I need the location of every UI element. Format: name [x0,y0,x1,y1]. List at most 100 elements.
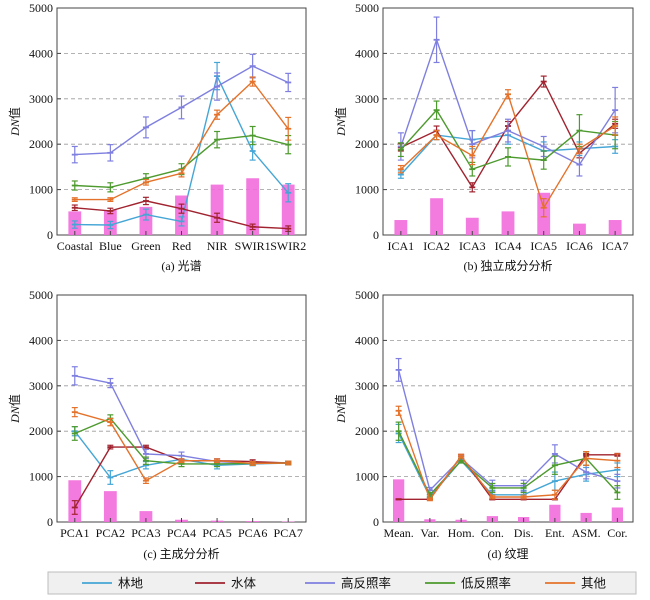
series-other [71,406,292,485]
bar [611,507,623,522]
y-tick-label: 5000 [29,288,53,302]
x-tick-label: Con. [481,526,504,540]
x-tick-label: PCA2 [96,526,125,540]
x-tick-label: ICA6 [566,239,593,253]
y-tick-label: 1000 [29,470,53,484]
series-line [397,430,618,497]
x-tick-label: Green [131,239,160,253]
bar [580,512,592,522]
y-tick-label: 1000 [29,183,53,197]
x-tick-label: ICA1 [388,239,415,253]
legend-box [47,571,637,595]
plot-frame [56,294,307,523]
y-tick-label: 4000 [29,333,53,347]
y-tick-label: 2000 [355,137,379,151]
y-tick-label: 3000 [355,379,379,393]
series-line [397,410,618,501]
x-tick-label: ICA3 [459,239,486,253]
series-other [395,405,621,502]
chart-caption: (d) 纹理 [488,547,529,561]
bar [608,220,622,235]
x-tick-label: Coastal [57,239,94,253]
legend-item-high: 高反照率 [305,576,391,591]
x-tick-label: PCA3 [131,526,160,540]
y-tick-label: 5000 [29,1,53,15]
bar [210,184,224,235]
y-axis-label: DN值 [333,107,348,137]
bar [246,178,260,235]
y-tick-label: 2000 [29,137,53,151]
series-other [71,76,292,203]
x-tick-label: ICA4 [495,239,522,253]
y-axis-label: DN值 [7,394,22,424]
x-tick-label: Hom. [448,526,475,540]
x-tick-label: SWIR1 [235,239,271,253]
bar [501,211,515,235]
x-tick-label: SWIR2 [270,239,306,253]
bar [394,220,408,235]
y-tick-label: 5000 [355,1,379,15]
bar [175,195,188,235]
bar [549,504,561,522]
bar [139,206,153,235]
y-tick-label: 1000 [355,470,379,484]
y-tick-label: 3000 [29,92,53,106]
legend-label: 低反照率 [461,576,511,591]
legend-label: 水体 [231,577,257,591]
legend-item-forest: 林地 [82,577,144,591]
chart-caption: (c) 主成分分析 [143,547,219,561]
x-tick-label: PCA5 [202,526,231,540]
y-tick-label: 0 [373,228,379,242]
chart-caption: (b) 独立成分分析 [464,258,553,273]
y-tick-label: 3000 [355,92,379,106]
legend-item-water: 水体 [195,577,257,591]
y-axis-label: DN值 [7,107,22,137]
y-tick-label: 4000 [355,333,379,347]
series-line [397,369,618,492]
legend-item-other: 其他 [545,577,607,591]
legend: 林地 水体 高反照率 低反照率 其他 [47,571,637,595]
y-tick-label: 0 [373,515,379,529]
x-tick-label: Blue [99,239,122,253]
chart-panel-4: 0 1000 2000 3000 4000 5000 DN值 Mean. Var. Hom. Con… [333,288,634,561]
y-tick-label: 4000 [355,46,379,60]
chart-panel-1: 0 1000 2000 3000 4000 5000 DN值 Coastal Blue Green… [7,1,307,273]
x-tick-label: Ent. [545,526,565,540]
bar [393,479,405,522]
bar [103,491,117,522]
x-tick-label: PCA1 [60,526,89,540]
legend-item-low: 低反照率 [425,576,511,591]
x-tick-label: Red [172,239,191,253]
panels: 0 1000 2000 3000 4000 5000 DN值 Coastal Blue Green… [7,1,634,561]
legend-label: 其他 [581,577,607,591]
x-tick-label: PCA4 [167,526,196,540]
y-tick-label: 1000 [355,183,379,197]
x-tick-label: NIR [207,239,228,253]
bar [139,511,153,522]
x-tick-label: PCA7 [274,526,303,540]
y-axis-label: DN值 [333,394,348,424]
bar [281,184,295,235]
y-tick-label: 0 [47,515,53,529]
y-tick-label: 5000 [355,288,379,302]
legend-label: 高反照率 [341,576,391,591]
x-tick-label: ASM. [572,526,601,540]
x-tick-label: ICA2 [423,239,450,253]
x-tick-label: Var. [420,526,439,540]
y-tick-label: 4000 [29,46,53,60]
chart-panel-2: 0 1000 2000 3000 4000 5000 DN值 ICA1 ICA2 ICA3 ICA4… [333,1,634,273]
y-tick-label: 2000 [355,424,379,438]
x-tick-label: PCA6 [238,526,267,540]
bar [465,217,479,235]
bar [430,198,443,235]
x-tick-label: Mean. [383,526,413,540]
x-tick-label: ICA5 [530,239,557,253]
series-other [397,89,619,218]
y-tick-label: 3000 [29,379,53,393]
chart-panel-3: 0 1000 2000 3000 4000 5000 DN值 PCA1 PCA2 PCA3 PCA4… [7,288,307,561]
y-tick-label: 0 [47,228,53,242]
series-high [71,53,292,164]
chart-caption: (a) 光谱 [161,259,201,273]
x-tick-label: Dis. [514,526,534,540]
